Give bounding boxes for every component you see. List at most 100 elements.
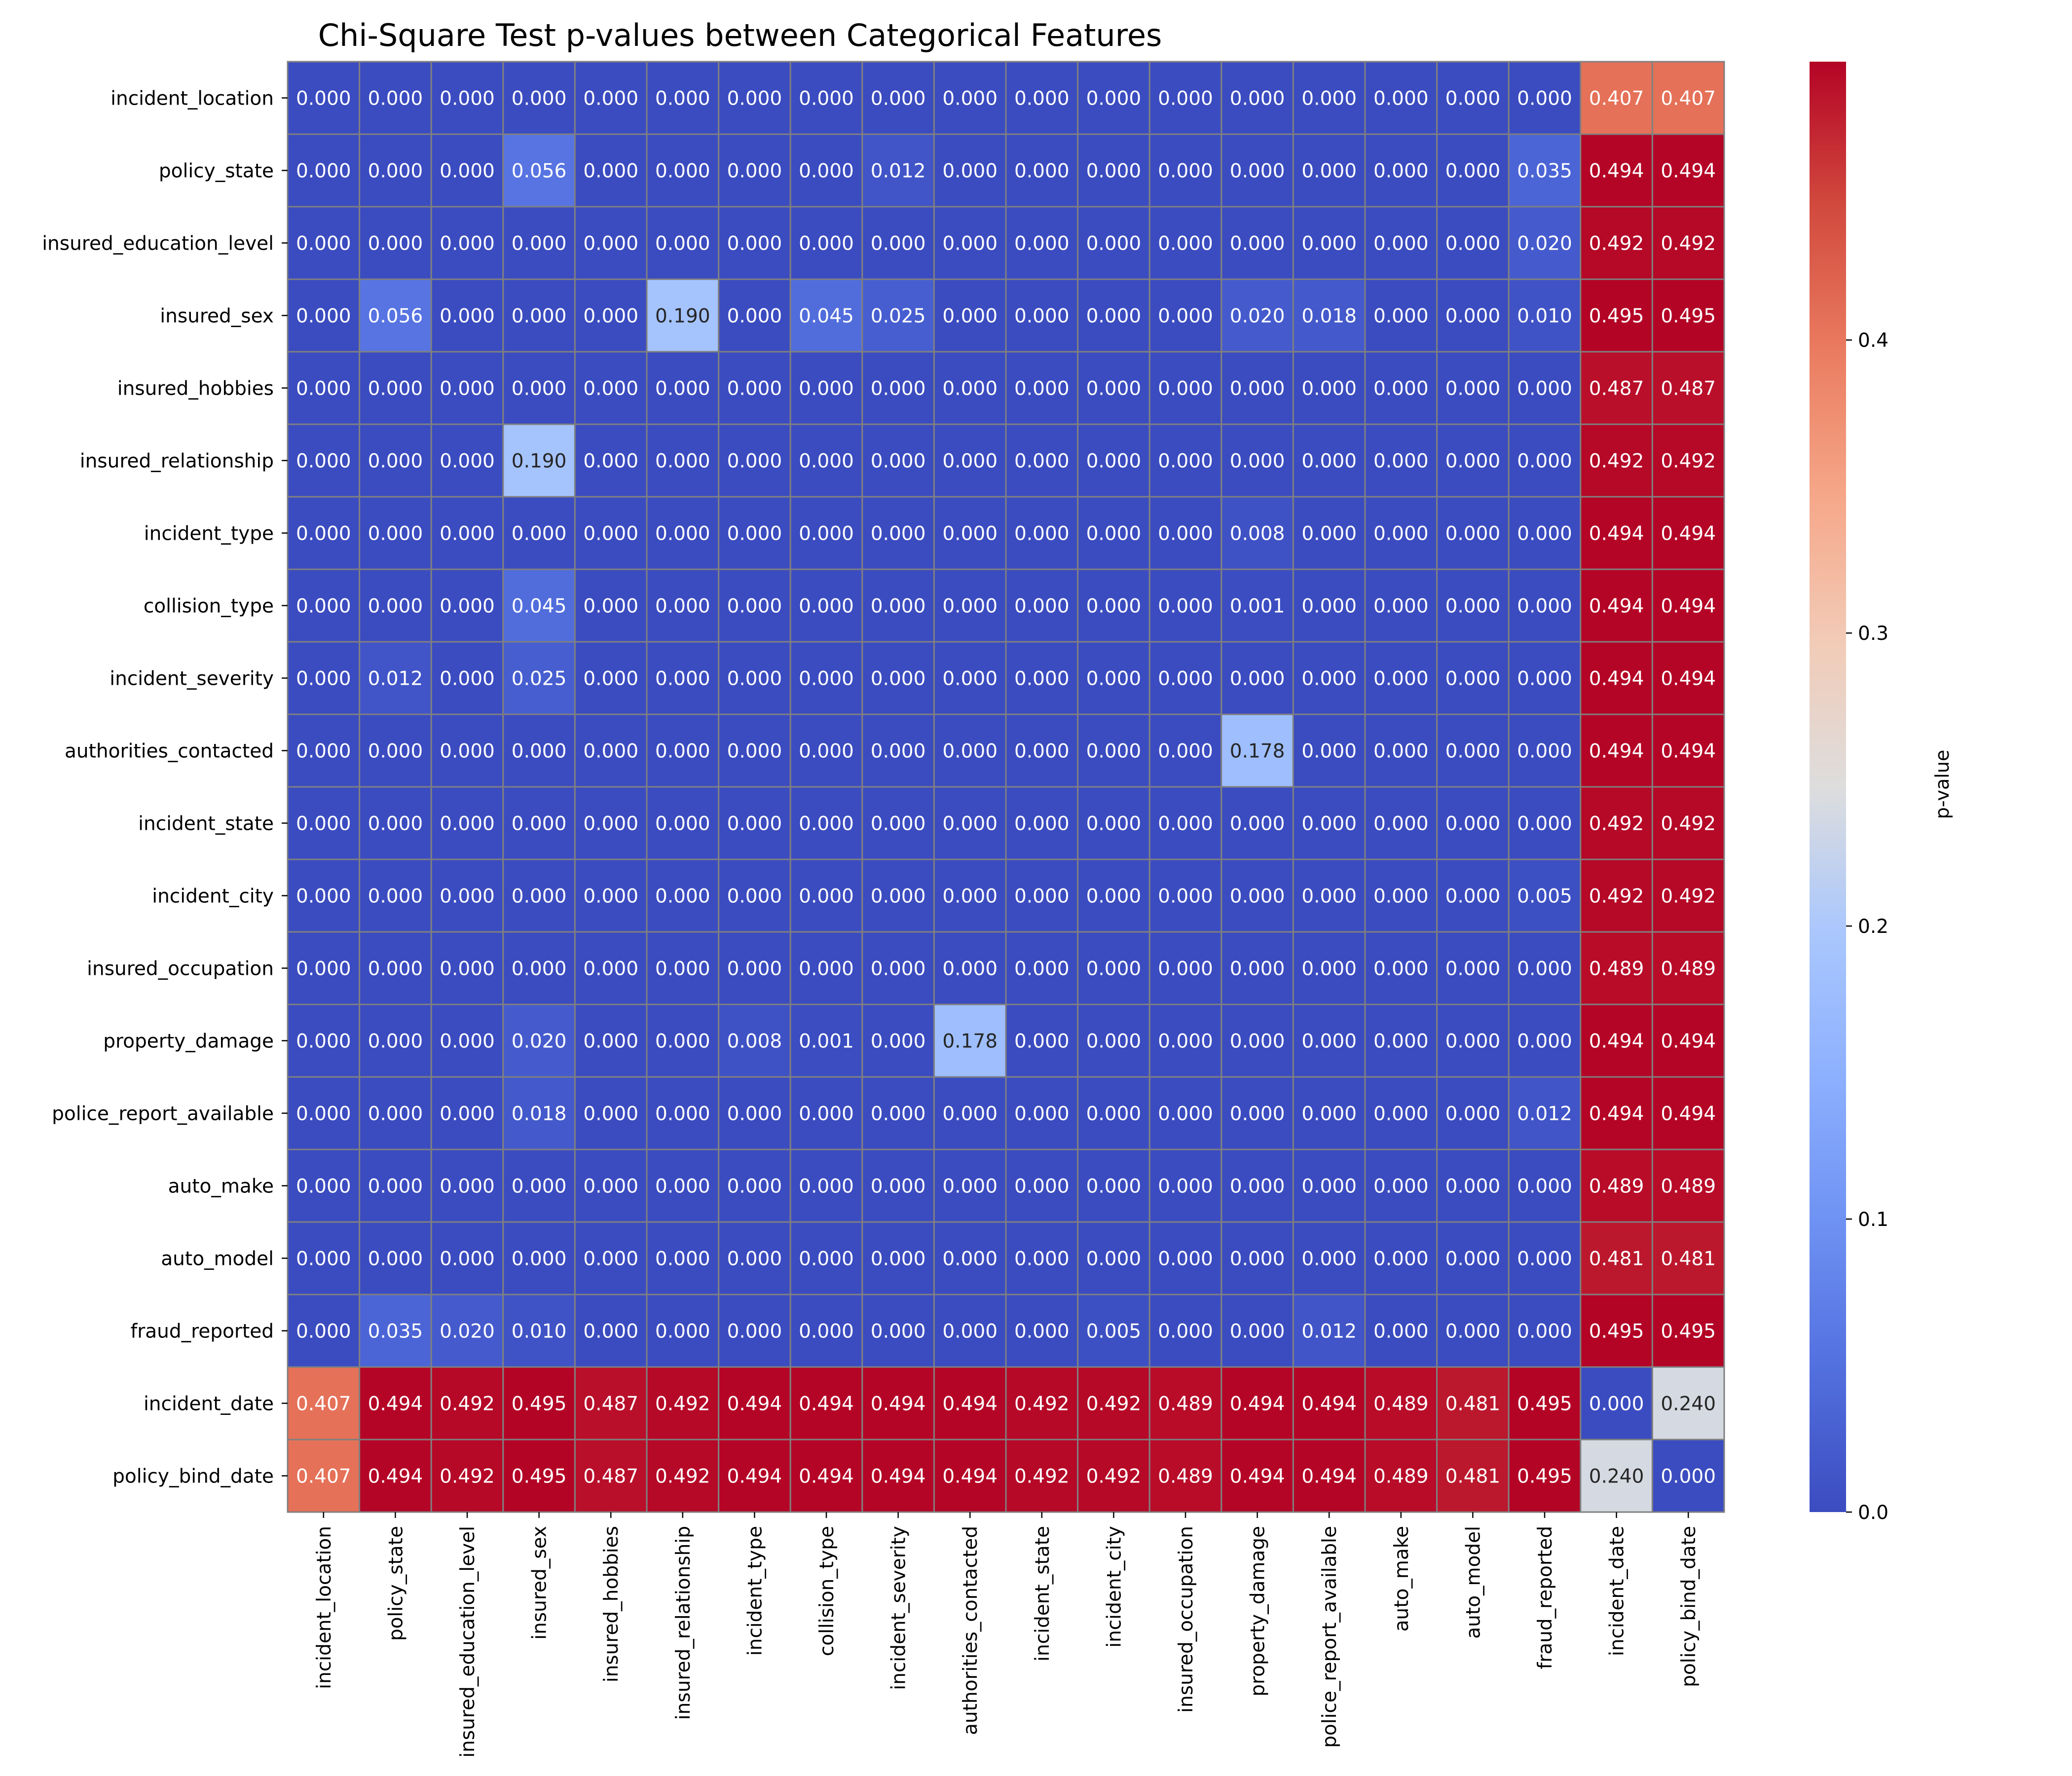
cell-value-label: 0.000 xyxy=(1517,378,1572,400)
cell-value-label: 0.000 xyxy=(583,595,638,618)
y-tick-label: fraud_reported xyxy=(130,1321,274,1343)
y-tick-label: police_report_available xyxy=(52,1103,274,1125)
cell-value-label: 0.494 xyxy=(871,1393,926,1415)
heatmap-cell xyxy=(430,133,504,208)
cell-value-label: 0.000 xyxy=(1158,740,1213,763)
cell-value-label: 0.000 xyxy=(512,958,567,980)
heatmap-cell xyxy=(1148,1076,1222,1150)
heatmap-cell xyxy=(1005,858,1079,933)
cell-value-label: 0.000 xyxy=(1158,450,1213,473)
heatmap-cell xyxy=(1364,496,1438,570)
y-tick-label: auto_model xyxy=(161,1248,274,1270)
heatmap-cell xyxy=(718,641,791,715)
colorbar: 0.0 0.1 0.2 0.3 0.4 xyxy=(1810,62,1888,1524)
x-tick-label: fraud_reported xyxy=(1534,1526,1556,1669)
x-tick-label: auto_make xyxy=(1391,1526,1413,1631)
heatmap-cell xyxy=(1005,351,1079,425)
cell-value-label: 0.000 xyxy=(583,1103,638,1125)
cell-value-label: 0.000 xyxy=(296,740,351,763)
cell-value-label: 0.000 xyxy=(1445,378,1501,400)
cell-value-label: 0.000 xyxy=(1086,595,1142,618)
cell-value-label: 0.000 xyxy=(1014,523,1070,545)
cell-value-label: 0.494 xyxy=(1661,740,1716,763)
cell-value-label: 0.240 xyxy=(1661,1393,1716,1415)
heatmap-cell xyxy=(502,931,576,1005)
cell-value-label: 0.407 xyxy=(296,1393,351,1415)
heatmap-cell xyxy=(1651,1439,1725,1513)
cell-value-label: 0.000 xyxy=(1158,595,1213,618)
cell-value-label: 0.481 xyxy=(1445,1393,1501,1415)
cell-value-label: 0.000 xyxy=(871,1248,926,1270)
heatmap-cell xyxy=(574,858,648,933)
cell-value-label: 0.000 xyxy=(871,233,926,255)
cell-value-label: 0.000 xyxy=(799,523,854,545)
cell-value-label: 0.000 xyxy=(1014,233,1070,255)
cell-value-label: 0.035 xyxy=(368,1321,423,1343)
y-tick-label: insured_occupation xyxy=(87,958,274,980)
heatmap-cell xyxy=(1077,1366,1150,1441)
heatmap-cell xyxy=(1005,568,1079,643)
heatmap-cell xyxy=(359,133,432,208)
heatmap-cell xyxy=(1651,1221,1725,1295)
cell-value-label: 0.494 xyxy=(727,1466,782,1488)
y-tick-label: insured_education_level xyxy=(42,233,274,255)
heatmap-cell xyxy=(1580,858,1653,933)
heatmap-cell xyxy=(646,1221,720,1295)
cell-value-label: 0.178 xyxy=(1230,740,1285,763)
x-tick-label: insured_hobbies xyxy=(600,1526,623,1682)
cell-value-label: 0.000 xyxy=(368,1103,423,1125)
heatmap-cell xyxy=(1005,133,1079,208)
heatmap-cell xyxy=(1148,858,1222,933)
heatmap-cell xyxy=(789,206,863,280)
heatmap-cell xyxy=(718,786,791,860)
cell-value-label: 0.000 xyxy=(440,595,495,618)
heatmap-cell xyxy=(359,568,432,643)
cell-value-label: 0.000 xyxy=(1014,1321,1070,1343)
cell-value-label: 0.000 xyxy=(1301,160,1357,183)
heatmap-cell xyxy=(1508,133,1582,208)
cell-value-label: 0.000 xyxy=(1445,1176,1501,1198)
heatmap-cell xyxy=(789,931,863,1005)
cell-value-label: 0.487 xyxy=(1661,378,1716,400)
x-tick-label: incident_date xyxy=(1606,1526,1628,1656)
cell-value-label: 0.000 xyxy=(1158,378,1213,400)
heatmap-cell xyxy=(646,568,720,643)
heatmap-cell xyxy=(1651,1003,1725,1078)
heatmap-cell xyxy=(1580,1366,1653,1441)
heatmap-cell xyxy=(502,1148,576,1223)
cell-value-label: 0.000 xyxy=(1014,958,1070,980)
cell-value-label: 0.045 xyxy=(512,595,567,618)
cell-value-label: 0.000 xyxy=(1517,88,1572,110)
heatmap-cell xyxy=(287,1148,361,1223)
heatmap-cell xyxy=(789,1221,863,1295)
cell-value-label: 0.495 xyxy=(1661,305,1716,328)
cell-value-label: 0.000 xyxy=(1158,1176,1213,1198)
heatmap-cell xyxy=(1508,786,1582,860)
cell-value-label: 0.000 xyxy=(440,1103,495,1125)
cell-value-label: 0.000 xyxy=(1373,1031,1429,1053)
cell-value-label: 0.000 xyxy=(1158,523,1213,545)
heatmap-cell xyxy=(1221,1221,1294,1295)
heatmap-cell xyxy=(574,931,648,1005)
cell-value-label: 0.000 xyxy=(1445,88,1501,110)
cell-value-label: 0.000 xyxy=(871,1103,926,1125)
cell-value-label: 0.190 xyxy=(655,305,710,328)
y-tick-label: insured_hobbies xyxy=(117,378,274,400)
y-tick-label: incident_type xyxy=(144,523,274,545)
heatmap-cell xyxy=(1508,568,1582,643)
cell-value-label: 0.000 xyxy=(368,233,423,255)
heatmap-cell xyxy=(1508,61,1582,135)
cell-value-label: 0.000 xyxy=(1158,958,1213,980)
heatmap-cell xyxy=(1077,1221,1150,1295)
cell-value-label: 0.000 xyxy=(1086,1176,1142,1198)
cell-value-label: 0.000 xyxy=(942,1248,998,1270)
cell-value-label: 0.000 xyxy=(871,523,926,545)
heatmap-cell xyxy=(1436,61,1510,135)
cell-value-label: 0.481 xyxy=(1661,1248,1716,1270)
cell-value-label: 0.000 xyxy=(1445,233,1501,255)
cell-value-label: 0.000 xyxy=(942,958,998,980)
cell-value-label: 0.000 xyxy=(871,88,926,110)
cell-value-label: 0.000 xyxy=(1373,1176,1429,1198)
x-tick-label: police_report_available xyxy=(1319,1526,1341,1748)
cell-value-label: 0.000 xyxy=(871,595,926,618)
